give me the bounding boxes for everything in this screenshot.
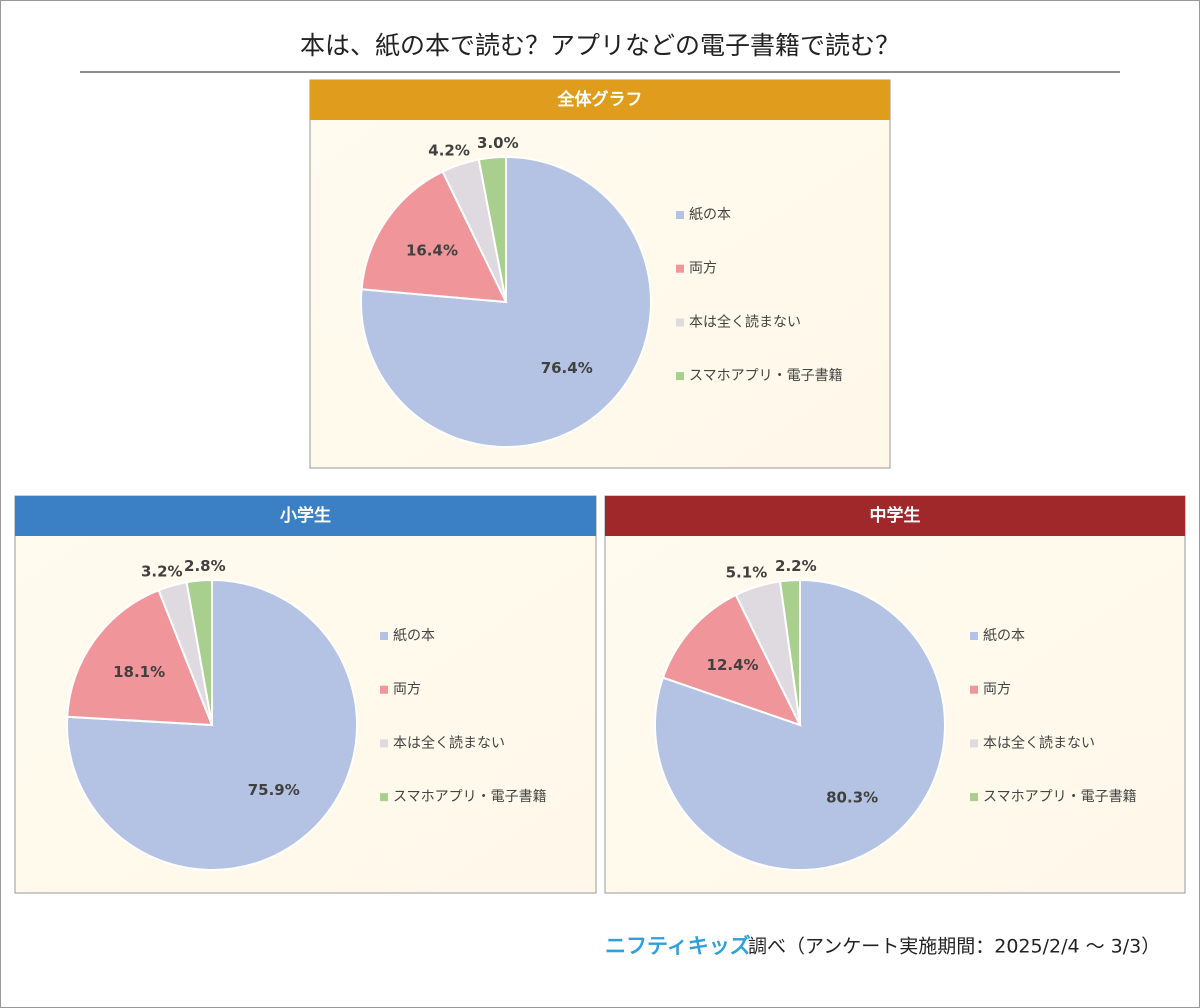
legend-swatch xyxy=(380,793,388,802)
panel-title: 全体グラフ xyxy=(557,89,643,110)
panel-title: 小学生 xyxy=(280,505,331,526)
data-label: 4.2% xyxy=(428,142,470,160)
pie-slice xyxy=(185,578,213,726)
legend-label: スマホアプリ・電子書籍 xyxy=(689,367,843,384)
legend-label: 本は全く読まない xyxy=(393,734,505,751)
pie-slice xyxy=(66,588,214,727)
pie-slice xyxy=(654,578,946,871)
legend-label: 紙の本 xyxy=(393,628,435,644)
source-logo: ニフティキッズ xyxy=(605,934,751,958)
legend-label: 紙の本 xyxy=(983,628,1025,644)
legend-swatch xyxy=(970,685,978,694)
legend-label: スマホアプリ・電子書籍 xyxy=(983,788,1137,805)
data-label: 76.4% xyxy=(541,359,593,377)
legend-label: 本は全く読まない xyxy=(689,313,801,330)
pie-slice xyxy=(477,155,507,303)
page-title: 本は、紙の本で読む？アプリなどの電子書籍で読む？ xyxy=(300,31,900,60)
legend-swatch xyxy=(970,632,978,640)
legend-label: 紙の本 xyxy=(689,207,731,223)
data-label: 3.0% xyxy=(477,134,519,152)
pie-slice xyxy=(661,593,802,727)
panel-header xyxy=(15,496,596,536)
source-text: 調べ（アンケート実施期間：2025/2/4 ～ 3/3） xyxy=(748,936,1160,958)
data-label: 80.3% xyxy=(826,789,878,807)
legend-swatch xyxy=(676,372,684,381)
legend-label: 本は全く読まない xyxy=(983,734,1095,751)
data-label: 3.2% xyxy=(141,563,183,581)
legend-swatch xyxy=(676,264,684,273)
panel-title: 中学生 xyxy=(870,505,921,526)
legend-swatch xyxy=(380,632,388,640)
legend-label: 両方 xyxy=(689,261,717,277)
legend-swatch xyxy=(970,793,978,802)
data-label: 75.9% xyxy=(248,781,300,799)
pie-slice xyxy=(66,578,358,871)
legend-swatch xyxy=(380,739,388,748)
data-label: 12.4% xyxy=(707,656,759,674)
legend-swatch xyxy=(676,211,684,219)
data-label: 18.1% xyxy=(113,663,165,681)
data-label: 16.4% xyxy=(406,242,458,260)
data-label: 2.2% xyxy=(775,557,817,575)
pie-slice xyxy=(778,578,801,726)
data-label: 2.8% xyxy=(184,557,226,575)
legend-swatch xyxy=(970,739,978,748)
legend-label: 両方 xyxy=(983,682,1011,698)
data-label: 5.1% xyxy=(726,564,768,582)
panel-header xyxy=(605,496,1185,536)
legend-label: スマホアプリ・電子書籍 xyxy=(393,788,547,805)
pie-slice xyxy=(360,170,508,304)
legend-swatch xyxy=(676,318,684,327)
legend-swatch xyxy=(380,685,388,694)
panel-header xyxy=(310,80,890,120)
legend-label: 両方 xyxy=(393,682,421,698)
